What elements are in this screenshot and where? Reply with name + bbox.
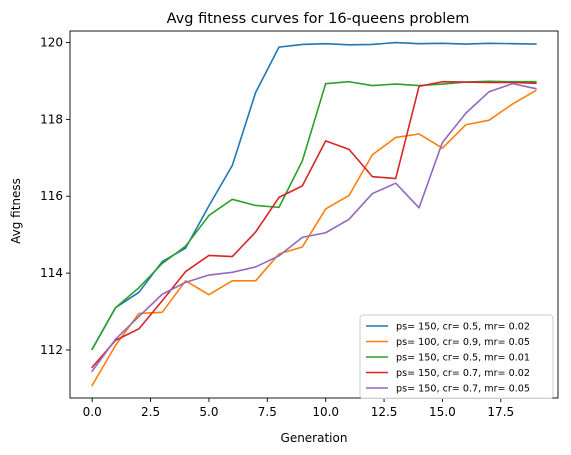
chart-title: Avg fitness curves for 16-queens problem [167,11,470,27]
y-tick-label: 112 [40,343,63,357]
legend-label-4: ps= 150, cr= 0.7, mr= 0.02 [396,368,530,379]
legend-label-5: ps= 150, cr= 0.7, mr= 0.05 [396,384,530,395]
x-tick-label: 12.5 [371,405,398,419]
x-tick-label: 7.5 [258,405,277,419]
x-tick-label: 2.5 [141,405,160,419]
y-tick-label: 118 [40,112,63,126]
legend: ps= 150, cr= 0.5, mr= 0.02 ps= 100, cr= 0… [359,314,554,399]
series-line-2 [91,89,537,387]
x-tick-label: 0.0 [83,405,102,419]
y-tick-label: 116 [40,189,63,203]
x-tick-label: 10.0 [312,405,339,419]
x-tick-label: 17.5 [487,405,514,419]
series-line-1 [91,41,537,351]
plot-area [91,41,537,387]
y-tick-label: 120 [40,36,63,50]
y-axis-label: Avg fitness [9,178,23,244]
legend-box [359,314,554,399]
axes: 0.0 2.5 5.0 7.5 10.0 12.5 15.0 17.5 112 114 116 118… [40,30,559,419]
legend-label-2: ps= 100, cr= 0.9, mr= 0.05 [396,337,530,348]
axes-frame [69,30,559,399]
legend-label-1: ps= 150, cr= 0.5, mr= 0.02 [396,322,530,333]
legend-label-3: ps= 150, cr= 0.5, mr= 0.01 [396,353,530,364]
series-line-4 [91,80,537,369]
x-axis-label: Generation [281,431,348,445]
x-tick-label: 15.0 [429,405,456,419]
series-line-5 [91,82,537,373]
x-tick-label: 5.0 [199,405,218,419]
y-tick-label: 114 [40,266,63,280]
